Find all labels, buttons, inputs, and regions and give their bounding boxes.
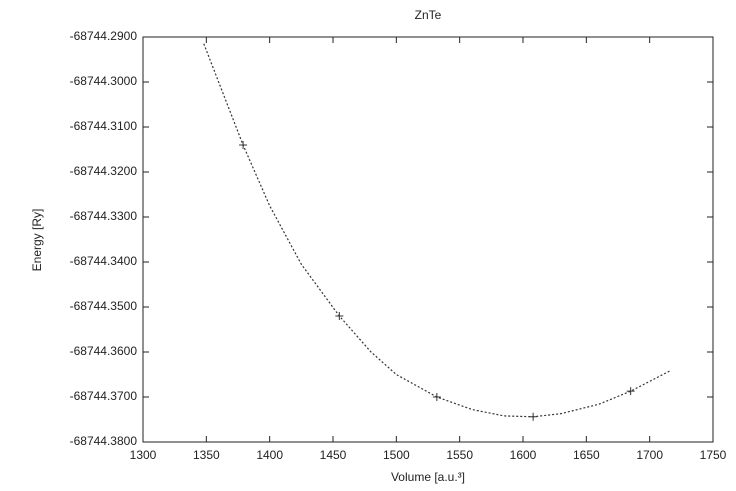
y-axis-label: Energy [Ry]: [30, 209, 44, 272]
x-tick-label: 1550: [446, 448, 473, 462]
x-tick-label: 1300: [130, 448, 157, 462]
x-tick-label: 1700: [636, 448, 663, 462]
y-tick-label: -68744.3200: [70, 164, 138, 178]
plot-frame: [142, 36, 714, 443]
y-tick-label: -68744.3700: [70, 389, 138, 403]
x-tick-label: 1450: [320, 448, 347, 462]
x-tick-label: 1600: [510, 448, 537, 462]
y-tick-label: -68744.3000: [70, 74, 138, 88]
y-tick-label: -68744.3500: [70, 299, 138, 313]
fit-curve: [203, 43, 671, 418]
x-axis-label: Volume [a.u.³]: [391, 470, 465, 484]
y-tick-label: -68744.3400: [70, 254, 138, 268]
x-tick-label: 1400: [256, 448, 283, 462]
point: [626, 387, 635, 396]
y-tick-label: -68744.3100: [70, 119, 138, 133]
x-tick-label: 1750: [700, 448, 727, 462]
x-tick-label: 1350: [193, 448, 220, 462]
x-tick-label: 1500: [383, 448, 410, 462]
chart-title: ZnTe: [415, 8, 442, 22]
y-tick-label: -68744.2900: [70, 29, 138, 43]
y-tick-label: -68744.3800: [70, 434, 138, 448]
x-tick-label: 1650: [573, 448, 600, 462]
y-tick-label: -68744.3600: [70, 344, 138, 358]
y-tick-label: -68744.3300: [70, 209, 138, 223]
